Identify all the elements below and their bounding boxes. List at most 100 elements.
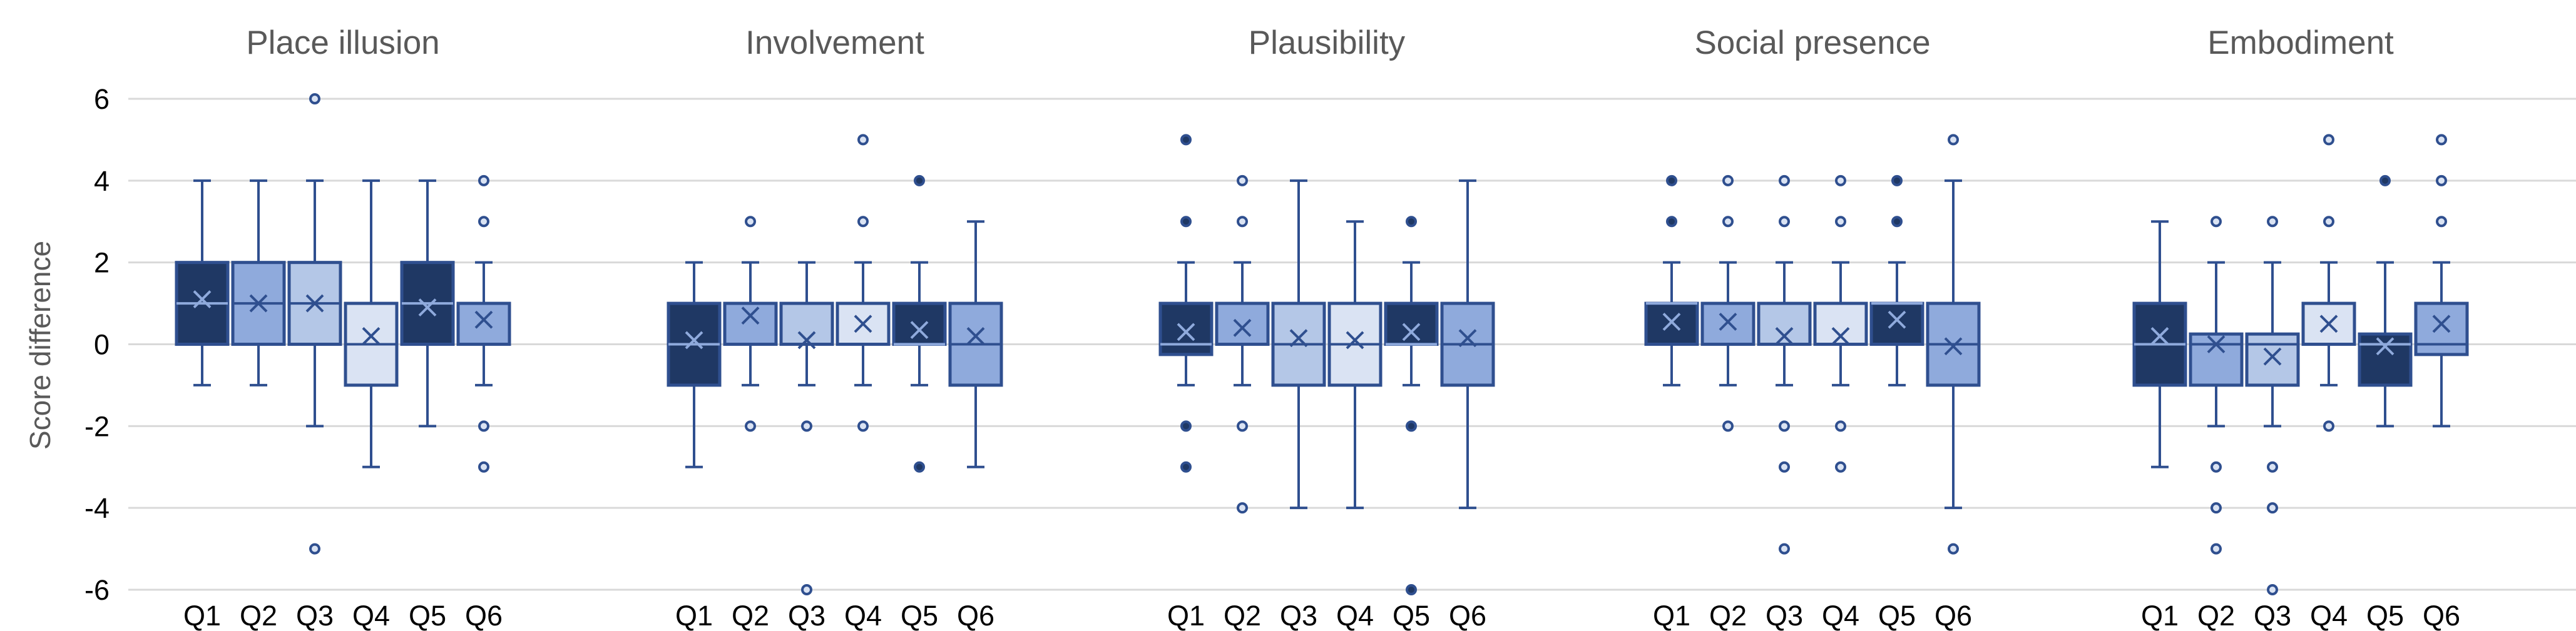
mean-marker: [1888, 310, 1906, 329]
outlier-point: [745, 420, 756, 432]
box-q5: Q5: [1384, 216, 1439, 631]
outlier-point: [1891, 216, 1903, 228]
mean-marker: [1662, 313, 1681, 331]
outlier-point: [914, 174, 925, 186]
box-q1: Q1: [175, 179, 230, 631]
box-q6: Q6: [456, 174, 511, 631]
mean-marker: [1289, 329, 1308, 348]
outlier-point: [2323, 420, 2334, 432]
outlier-point: [1835, 420, 1846, 432]
outlier-point: [478, 174, 489, 186]
category-label: Q3: [296, 600, 334, 631]
y-axis-label: Score difference: [24, 241, 56, 450]
box-body: [1384, 301, 1439, 346]
category-label: Q1: [183, 600, 221, 631]
panel-title: Embodiment: [2207, 24, 2394, 61]
box-q6: Q6: [948, 220, 1003, 631]
box-body: [1644, 301, 1699, 346]
mean-marker: [1233, 318, 1252, 337]
outlier-point: [478, 216, 489, 228]
box-q1: Q1: [1644, 174, 1699, 631]
outlier-point: [478, 461, 489, 473]
box-body: [2189, 332, 2244, 387]
outlier-point: [2211, 543, 2222, 555]
box-q2: Q2: [723, 216, 778, 631]
box-q1: Q1: [1158, 134, 1214, 631]
outlier-point: [1722, 174, 1734, 186]
outlier-point: [745, 216, 756, 228]
box-q4: Q4: [1813, 174, 1868, 631]
y-tick-label: 4: [94, 165, 110, 197]
category-label: Q6: [957, 600, 994, 631]
box-body: [456, 301, 511, 346]
outlier-point: [2267, 502, 2278, 514]
y-tick-label: -2: [84, 410, 110, 442]
outlier-point: [2323, 134, 2334, 146]
mean-marker: [305, 294, 324, 313]
box-q5: Q5: [892, 174, 947, 631]
category-label: Q2: [1709, 600, 1747, 631]
outlier-point: [2267, 461, 2278, 473]
mean-marker: [1775, 327, 1794, 345]
outlier-point: [2323, 216, 2334, 228]
box-q4: Q4: [344, 179, 399, 631]
box-q4: Q4: [1327, 220, 1383, 631]
box-q6: Q6: [2414, 134, 2469, 631]
box-body: [1813, 301, 1868, 346]
category-label: Q2: [2197, 600, 2235, 631]
outlier-point: [1722, 420, 1734, 432]
box-q3: Q3: [2245, 216, 2300, 631]
outlier-point: [2211, 216, 2222, 228]
mean-marker: [418, 298, 437, 317]
outlier-point: [1237, 420, 1248, 432]
mean-marker: [741, 306, 760, 325]
category-label: Q6: [1449, 600, 1486, 631]
mean-marker: [2207, 335, 2226, 353]
category-label: Q3: [788, 600, 825, 631]
mean-marker: [362, 327, 381, 345]
outlier-point: [1835, 216, 1846, 228]
box-q5: Q5: [400, 179, 455, 631]
category-label: Q2: [1224, 600, 1261, 631]
panel-title: Social presence: [1694, 24, 1930, 61]
category-label: Q1: [675, 600, 713, 631]
outlier-point: [1180, 216, 1192, 228]
box-q6: Q6: [1440, 179, 1495, 631]
box-body: [1757, 301, 1812, 346]
box-q2: Q2: [1215, 174, 1270, 631]
category-label: Q4: [352, 600, 390, 631]
category-label: Q3: [1766, 600, 1803, 631]
outlier-point: [1406, 216, 1417, 228]
mean-marker: [1346, 331, 1364, 350]
box-body: [1869, 301, 1924, 346]
category-label: Q1: [1653, 600, 1690, 631]
category-label: Q3: [2254, 600, 2291, 631]
box-q1: Q1: [667, 261, 722, 631]
outlier-point: [1779, 461, 1790, 473]
outlier-point: [801, 420, 812, 432]
outlier-point: [2211, 461, 2222, 473]
mean-marker: [474, 310, 493, 329]
mean-marker: [1944, 337, 1963, 356]
box-body: [2358, 332, 2413, 387]
category-label: Q3: [1280, 600, 1317, 631]
outlier-point: [1779, 174, 1790, 186]
category-label: Q5: [1393, 600, 1430, 631]
mean-marker: [249, 294, 268, 313]
mean-marker: [854, 315, 872, 333]
outlier-point: [1180, 134, 1192, 146]
outlier-point: [2267, 584, 2278, 595]
box-q5: Q5: [2358, 174, 2413, 631]
mean-marker: [1402, 323, 1421, 341]
box-q2: Q2: [231, 179, 286, 631]
box-q2: Q2: [1700, 174, 1756, 631]
box-q3: Q3: [1757, 174, 1812, 631]
mean-marker: [2432, 315, 2451, 333]
category-label: Q4: [1336, 600, 1374, 631]
outlier-point: [309, 543, 320, 555]
mean-marker: [910, 321, 929, 340]
box-body: [723, 301, 778, 346]
panel-involvement: Involvement Q1 Q2 Q3 Q4 Q5 Q6: [667, 24, 1003, 631]
mean-marker: [1458, 329, 1477, 348]
